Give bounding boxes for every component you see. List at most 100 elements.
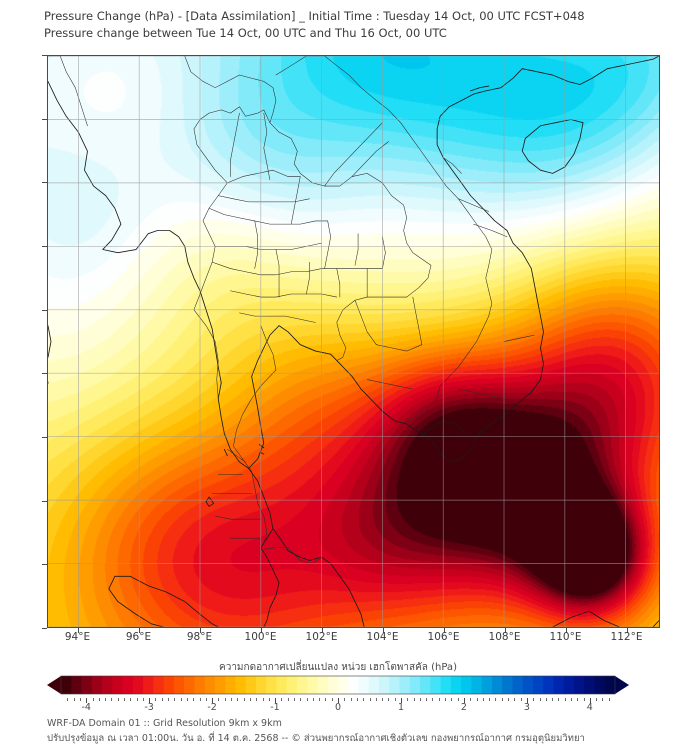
colorbar-minor-tick [306,698,308,701]
y-axis-tick [42,628,47,629]
colorbar-minor-tick [130,698,132,701]
colorbar-minor-tick [451,698,453,701]
colorbar-minor-tick [67,698,69,701]
colorbar-minor-tick [124,698,125,701]
colorbar-major-tick [338,698,339,703]
colorbar-minor-tick [426,698,428,701]
colorbar-minor-tick [608,698,610,701]
x-axis-label: 94°E [64,631,91,643]
colorbar-minor-tick [577,698,579,701]
x-axis-tick [138,628,140,633]
x-axis-label: 104°E [366,631,399,643]
colorbar-tick-label: -3 [144,702,154,713]
colorbar-strip [47,675,629,695]
colorbar-minor-tick [545,698,547,701]
colorbar-minor-tick [501,698,503,701]
x-axis-tick [382,628,384,633]
footer-model-info: WRF-DA Domain 01 :: Grid Resolution 9km … [47,718,282,729]
footer-block: WRF-DA Domain 01 :: Grid Resolution 9km … [47,716,667,746]
chart-title-line-1: Pressure Change (hPa) - [Data Assimilati… [44,9,585,23]
colorbar-minor-tick [489,698,491,701]
colorbar-minor-tick [243,698,245,701]
x-axis-tick [77,628,79,633]
colorbar-minor-tick [356,698,358,701]
colorbar-minor-tick [325,698,327,701]
colorbar-major-tick [463,698,465,703]
colorbar-minor-tick [237,698,239,701]
colorbar-minor-tick [419,698,421,701]
coastline-and-border-overlay [48,56,659,627]
x-axis-label: 108°E [488,631,521,643]
colorbar-minor-tick [73,698,75,701]
colorbar-block: ความกดอากาศเปลี่ยนแปลง หน่วย เฮกโตพาสคัล… [0,660,676,710]
colorbar-major-tick [526,698,528,703]
x-axis-label: 96°E [125,631,152,643]
colorbar-minor-tick [413,698,415,701]
colorbar-minor-tick [457,698,459,701]
colorbar-major-tick [275,698,276,703]
colorbar-minor-tick [495,698,497,701]
colorbar-minor-tick [92,698,94,701]
colorbar-minor-tick [476,698,478,701]
colorbar-major-tick [86,698,88,703]
x-axis-tick [260,628,262,633]
x-axis-label: 98°E [186,631,213,643]
colorbar-minor-tick [281,698,283,701]
colorbar-minor-tick [445,698,446,701]
colorbar-minor-tick [249,698,251,701]
colorbar-minor-tick [438,698,440,701]
colorbar-minor-tick [262,698,264,701]
colorbar-minor-tick [98,698,100,701]
colorbar-tick-label: -2 [207,702,217,713]
colorbar-title: ความกดอากาศเปลี่ยนแปลง หน่วย เฮกโตพาสคัล… [219,662,457,673]
colorbar-minor-tick [205,698,207,701]
colorbar-minor-tick [344,698,346,701]
colorbar-minor-tick [180,698,182,701]
colorbar-minor-tick [508,698,509,701]
colorbar-minor-tick [394,698,396,701]
colorbar-minor-tick [256,698,258,701]
colorbar-tick-label: 2 [460,702,467,713]
x-axis-label: 100°E [244,631,277,643]
colorbar-minor-tick [231,698,232,701]
colorbar-minor-tick [193,698,195,701]
colorbar-minor-tick [520,698,522,701]
colorbar-minor-tick [382,698,384,701]
x-axis-label: 102°E [305,631,338,643]
footer-credit: ปรับปรุงข้อมูล ณ เวลา 01:00น. วัน อ. ที่… [47,733,585,744]
colorbar-minor-tick [300,698,302,701]
colorbar-minor-tick [142,698,144,701]
colorbar-tick-label: -1 [270,702,280,713]
colorbar-minor-tick [161,698,163,701]
colorbar-minor-tick [105,698,107,701]
colorbar-major-tick [401,698,402,703]
x-axis-tick [504,628,506,633]
colorbar-tick-label: 0 [334,702,342,713]
colorbar-minor-tick [331,698,333,701]
colorbar-minor-tick [186,698,188,701]
x-axis-tick [321,628,323,633]
colorbar-minor-tick [552,698,553,701]
colorbar-minor-tick [224,698,226,701]
colorbar-minor-tick [79,698,81,701]
colorbar-minor-tick [199,698,201,701]
colorbar-minor-tick [583,698,585,701]
map-plot-area [47,55,660,628]
x-axis-tick [565,628,567,633]
colorbar-minor-tick [388,698,390,701]
colorbar-minor-tick [407,698,409,701]
colorbar-minor-tick [558,698,560,701]
colorbar-minor-tick [369,698,371,701]
colorbar-major-tick [149,698,151,703]
colorbar-minor-tick [350,698,352,701]
colorbar-minor-tick [375,698,377,701]
colorbar-minor-tick [514,698,516,701]
colorbar-minor-tick [470,698,472,701]
x-axis-label: 112°E [610,631,643,643]
colorbar-minor-tick [174,698,176,701]
colorbar-minor-tick [155,698,157,701]
colorbar-minor-tick [287,698,289,701]
colorbar-minor-tick [602,698,604,701]
colorbar-minor-tick [533,698,535,701]
pressure-change-field [48,56,659,627]
